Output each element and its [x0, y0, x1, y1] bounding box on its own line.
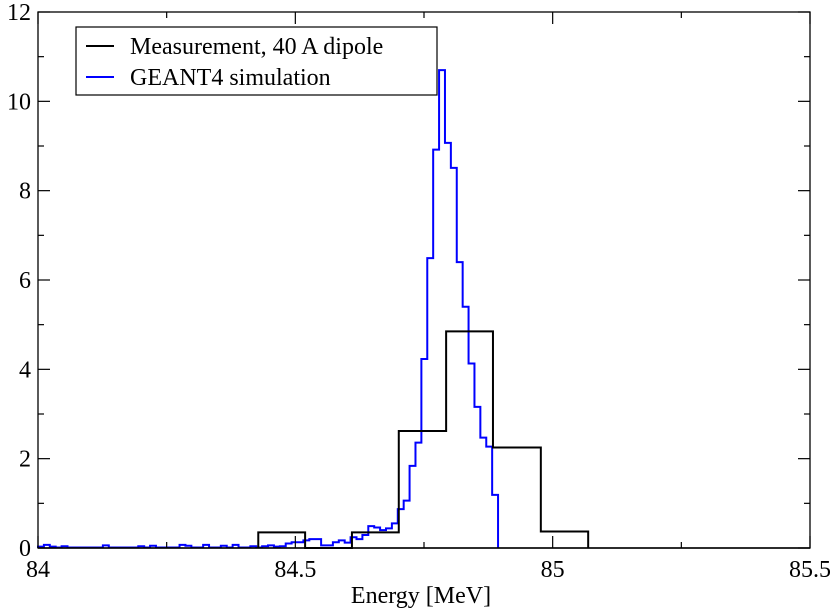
y-tick-label: 4 — [19, 357, 31, 383]
measurement-bin — [352, 532, 399, 548]
measurement-bin — [493, 448, 541, 549]
y-tick-label: 2 — [19, 447, 31, 473]
y-tick-label: 6 — [19, 268, 31, 294]
measurement-bin — [258, 532, 305, 548]
measurement-bin — [446, 331, 493, 548]
legend-label-measurement: Measurement, 40 A dipole — [130, 34, 383, 60]
series-measurement-histogram — [257, 330, 590, 549]
series-layer — [37, 69, 810, 549]
legend: Measurement, 40 A dipole GEANT4 simulati… — [75, 26, 438, 96]
x-tick-label: 85.5 — [789, 557, 830, 583]
ticks-layer: 84 84.5 85 85.5 0 2 4 6 8 10 12 — [7, 0, 830, 583]
legend-label-simulation: GEANT4 simulation — [130, 65, 331, 91]
x-axis-label: Energy [MeV] — [351, 583, 491, 609]
measurement-bin — [399, 431, 446, 548]
simulation-bin — [315, 539, 321, 548]
y-tick-label: 8 — [19, 179, 31, 205]
simulation-bin — [339, 540, 345, 548]
measurement-bin — [541, 531, 588, 548]
x-tick-label: 85 — [541, 557, 565, 583]
legend-box — [75, 26, 438, 96]
simulation-bin — [309, 539, 315, 548]
y-tick-label: 10 — [7, 89, 31, 115]
y-tick-label: 12 — [7, 0, 31, 26]
y-tick-label: 0 — [19, 536, 31, 562]
x-tick-label: 84.5 — [274, 557, 316, 583]
x-tick-label: 84 — [26, 557, 50, 583]
